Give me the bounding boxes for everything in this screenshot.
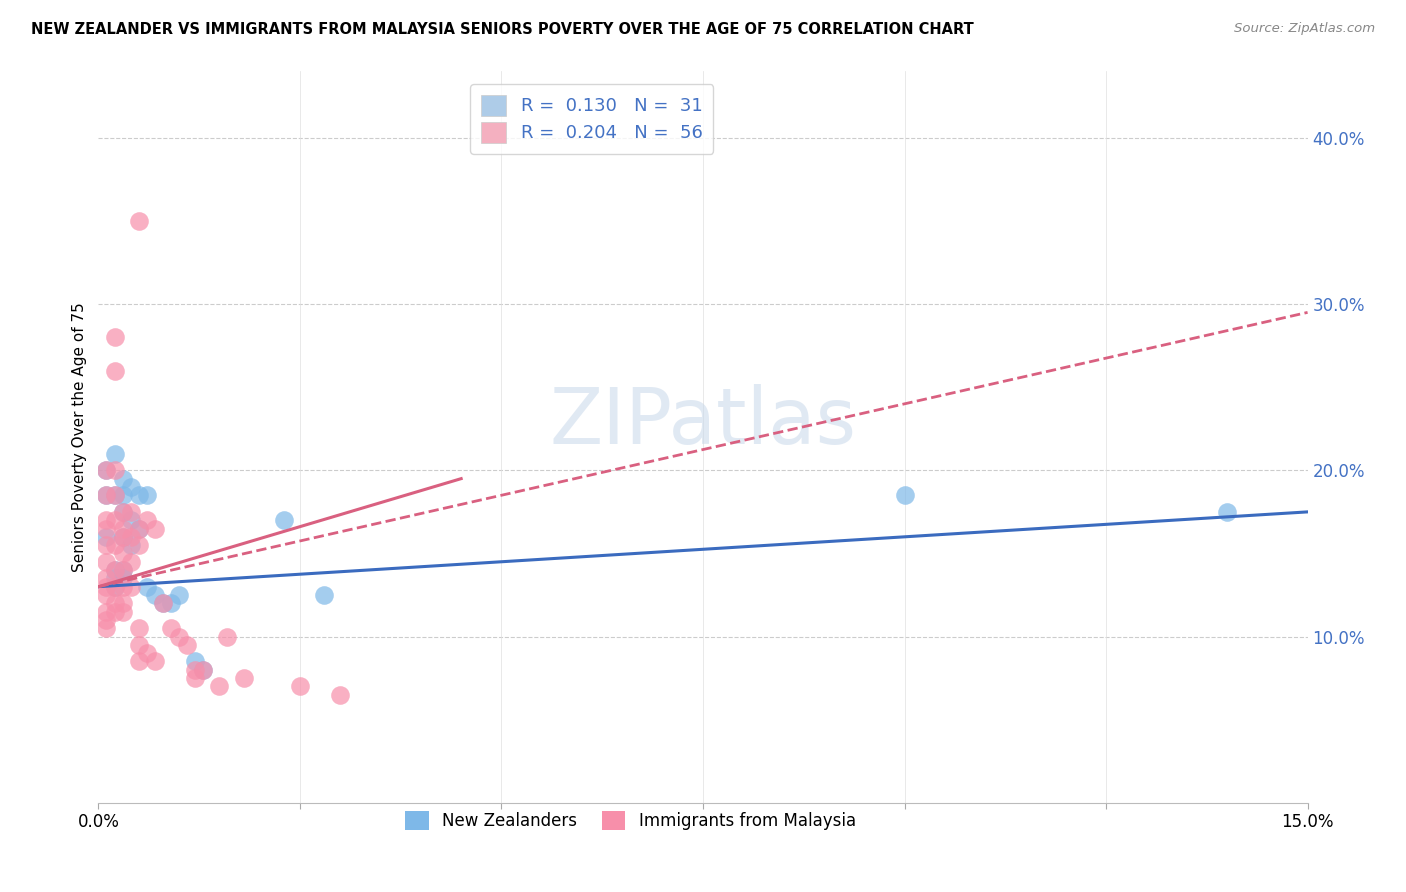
Point (96, 613, 118, 627)
Point (103, 488, 125, 502)
Point (1216, 505, 1239, 519)
Point (184, 655, 207, 669)
Point (128, 521, 150, 535)
Point (273, 513, 295, 527)
Point (96, 521, 118, 535)
Point (96, 571, 118, 585)
Point (103, 605, 125, 619)
Point (193, 663, 215, 677)
Point (103, 596, 125, 610)
Point (128, 655, 150, 669)
Point (128, 538, 150, 552)
Point (96, 463, 118, 477)
Point (111, 580, 134, 594)
Text: Source: ZipAtlas.com: Source: ZipAtlas.com (1234, 22, 1375, 36)
Point (103, 563, 125, 577)
Point (314, 588, 336, 602)
Point (96, 605, 118, 619)
Point (167, 630, 190, 644)
Point (152, 596, 174, 610)
Y-axis label: Seniors Poverty Over the Age of 75: Seniors Poverty Over the Age of 75 (72, 302, 87, 572)
Point (96, 580, 118, 594)
Point (111, 605, 134, 619)
Point (184, 671, 207, 685)
Text: NEW ZEALANDER VS IMMIGRANTS FROM MALAYSIA SENIORS POVERTY OVER THE AGE OF 75 COR: NEW ZEALANDER VS IMMIGRANTS FROM MALAYSI… (31, 22, 974, 37)
Point (103, 563, 125, 577)
Point (111, 563, 134, 577)
Point (96, 555, 118, 569)
Point (208, 680, 231, 694)
Point (135, 488, 157, 502)
Point (103, 463, 125, 477)
Point (96, 621, 118, 635)
Point (329, 688, 352, 702)
Point (143, 588, 166, 602)
Point (111, 530, 134, 544)
Point (103, 571, 125, 585)
Point (103, 330, 125, 344)
Point (103, 580, 125, 594)
Point (96, 488, 118, 502)
Point (128, 621, 150, 635)
Point (232, 671, 254, 685)
Point (152, 596, 174, 610)
Point (103, 488, 125, 502)
Text: ZIPatlas: ZIPatlas (550, 384, 856, 460)
Point (103, 580, 125, 594)
Point (184, 663, 207, 677)
Point (111, 505, 134, 519)
Point (111, 596, 134, 610)
Point (111, 563, 134, 577)
Point (143, 655, 166, 669)
Point (111, 571, 134, 585)
Point (120, 480, 142, 494)
Point (135, 580, 157, 594)
Point (111, 521, 134, 535)
Point (135, 646, 157, 660)
Point (103, 538, 125, 552)
Point (96, 538, 118, 552)
Point (96, 530, 118, 544)
Point (143, 521, 166, 535)
Point (128, 488, 150, 502)
Point (96, 588, 118, 602)
Point (111, 530, 134, 544)
Point (103, 363, 125, 377)
Legend: New Zealanders, Immigrants from Malaysia: New Zealanders, Immigrants from Malaysia (396, 803, 865, 838)
Point (893, 488, 915, 502)
Point (111, 546, 134, 560)
Point (103, 447, 125, 461)
Point (160, 621, 183, 635)
Point (135, 513, 157, 527)
Point (128, 214, 150, 228)
Point (111, 488, 134, 502)
Point (120, 513, 142, 527)
Point (103, 513, 125, 527)
Point (96, 488, 118, 502)
Point (288, 680, 311, 694)
Point (120, 538, 142, 552)
Point (128, 638, 150, 652)
Point (120, 505, 142, 519)
Point (96, 513, 118, 527)
Point (193, 663, 215, 677)
Point (96, 463, 118, 477)
Point (111, 472, 134, 486)
Point (217, 630, 239, 644)
Point (111, 505, 134, 519)
Point (120, 580, 142, 594)
Point (120, 555, 142, 569)
Point (120, 530, 142, 544)
Point (128, 521, 150, 535)
Point (160, 596, 183, 610)
Point (167, 588, 190, 602)
Point (176, 638, 198, 652)
